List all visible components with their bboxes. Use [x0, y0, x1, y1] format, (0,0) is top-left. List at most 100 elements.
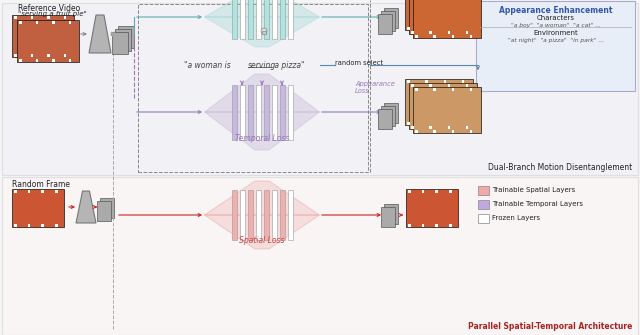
Bar — [384, 204, 398, 224]
Bar — [47, 54, 50, 57]
Bar — [287, 0, 292, 39]
FancyBboxPatch shape — [476, 1, 635, 91]
Bar — [433, 130, 436, 133]
Text: "a woman is: "a woman is — [184, 61, 233, 69]
Bar — [55, 190, 58, 193]
Bar — [287, 190, 292, 240]
Polygon shape — [205, 0, 319, 17]
Bar — [68, 59, 71, 62]
Bar — [255, 190, 260, 240]
Bar — [47, 16, 50, 18]
Text: Reference Video: Reference Video — [18, 4, 80, 13]
Bar — [411, 31, 413, 34]
Polygon shape — [89, 15, 111, 53]
Bar — [19, 59, 22, 62]
Bar — [248, 190, 253, 240]
Bar — [232, 0, 237, 39]
Bar — [452, 35, 454, 38]
Bar — [426, 27, 428, 29]
Bar — [64, 54, 66, 57]
Bar — [19, 21, 22, 23]
Text: Dual-Branch Motion Disentanglement: Dual-Branch Motion Disentanglement — [488, 163, 632, 172]
Bar — [411, 126, 413, 129]
Bar — [407, 80, 410, 82]
Bar — [264, 84, 269, 139]
Bar — [478, 200, 489, 209]
Text: Trainable Temporal Layers: Trainable Temporal Layers — [492, 201, 583, 207]
Text: "serving a fruit pie": "serving a fruit pie" — [18, 11, 87, 17]
Bar — [407, 122, 410, 125]
Text: Spatial Loss: Spatial Loss — [239, 236, 285, 245]
Bar — [17, 20, 79, 62]
Bar — [118, 26, 134, 48]
Bar — [422, 224, 424, 226]
Text: Parallel Spatial-Temporal Architecture: Parallel Spatial-Temporal Architecture — [468, 322, 632, 331]
Bar — [413, 0, 481, 38]
Bar — [444, 122, 446, 125]
Bar — [255, 84, 260, 139]
Polygon shape — [205, 181, 319, 215]
Text: Trainable Spatial Layers: Trainable Spatial Layers — [492, 187, 575, 193]
Bar — [429, 126, 432, 129]
Bar — [405, 0, 473, 30]
Bar — [68, 21, 71, 23]
Bar — [381, 106, 395, 126]
Bar — [378, 14, 392, 34]
Bar — [232, 84, 237, 139]
Bar — [447, 31, 450, 34]
Text: "at night"  "a pizza"  "in park" ...: "at night" "a pizza" "in park" ... — [508, 38, 604, 43]
Bar — [466, 84, 468, 86]
Bar — [478, 214, 489, 223]
Bar — [433, 35, 436, 38]
Bar — [384, 8, 398, 28]
Bar — [52, 21, 54, 23]
Bar — [264, 190, 269, 240]
Bar — [52, 59, 54, 62]
Bar — [271, 190, 276, 240]
Bar — [462, 27, 465, 29]
Bar — [280, 0, 285, 39]
Bar — [239, 0, 244, 39]
Text: serving: serving — [248, 61, 276, 69]
Bar — [426, 80, 428, 82]
Bar — [381, 207, 395, 227]
Bar — [409, 0, 477, 34]
Bar — [28, 224, 30, 226]
Bar — [405, 79, 473, 125]
FancyBboxPatch shape — [2, 177, 638, 335]
Text: Characters: Characters — [537, 15, 575, 21]
Bar — [14, 224, 17, 226]
Bar — [239, 190, 244, 240]
Bar — [452, 130, 454, 133]
Bar — [449, 190, 452, 193]
Text: "a boy"  "a woman"  "a cat" ...: "a boy" "a woman" "a cat" ... — [511, 23, 601, 28]
Text: Appearance Enhancement: Appearance Enhancement — [499, 6, 612, 15]
Bar — [415, 88, 417, 90]
Bar — [112, 32, 128, 54]
Bar — [248, 84, 253, 139]
Bar — [280, 190, 285, 240]
Bar — [415, 130, 417, 133]
Bar — [444, 27, 446, 29]
Bar — [287, 84, 292, 139]
Bar — [449, 224, 452, 226]
Bar — [115, 29, 131, 51]
Bar — [411, 84, 413, 86]
Bar — [478, 186, 489, 195]
Polygon shape — [76, 191, 96, 223]
Bar — [466, 31, 468, 34]
Bar — [378, 109, 392, 129]
Polygon shape — [205, 17, 319, 47]
Circle shape — [261, 28, 267, 34]
Bar — [409, 83, 477, 129]
Bar — [262, 31, 266, 34]
Bar — [97, 201, 111, 221]
Bar — [422, 190, 424, 193]
Bar — [429, 31, 432, 34]
Text: Temporal Loss: Temporal Loss — [235, 134, 289, 143]
Bar — [406, 189, 458, 227]
Bar — [280, 84, 285, 139]
Bar — [435, 224, 438, 226]
Bar — [381, 11, 395, 31]
Bar — [444, 80, 446, 82]
